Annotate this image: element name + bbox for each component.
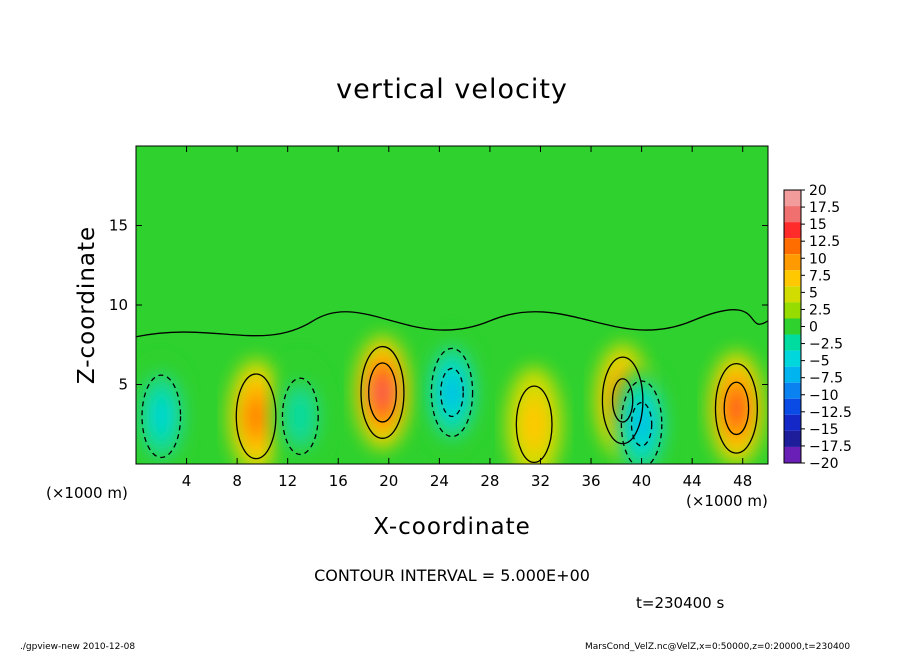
colorbar-swatch [784, 414, 801, 431]
colorbar-label: 12.5 [809, 234, 840, 250]
heatmap-feature [506, 367, 562, 464]
colorbar-label: 10 [809, 251, 827, 267]
chart-title: vertical velocity [336, 74, 568, 105]
heatmap-feature [272, 359, 329, 464]
x-tick-label: 36 [581, 472, 600, 490]
colorbar-swatch [784, 318, 801, 335]
contour-line [611, 378, 634, 423]
zero-contour [136, 309, 768, 338]
colorbar-swatch [784, 254, 801, 271]
contour-line [630, 401, 653, 447]
colorbar-swatch [784, 222, 801, 239]
colorbar-label: −10 [809, 388, 839, 404]
colorbar-label: 7.5 [809, 268, 831, 284]
colorbar-label: −7.5 [809, 371, 843, 387]
colorbar-swatch [784, 286, 801, 303]
contour-line [601, 356, 644, 445]
contour-line [141, 374, 182, 459]
x-unit-label-right: (×1000 m) [686, 492, 768, 510]
contour-line [515, 385, 553, 464]
x-tick-label: 28 [480, 472, 499, 490]
colorbar-swatch [784, 270, 801, 287]
contour-line [235, 373, 277, 460]
colorbar-swatch [784, 398, 801, 415]
colorbar-label: 5 [809, 285, 818, 301]
x-tick-label: 24 [430, 472, 449, 490]
y-axis-label: Z-coordinate [74, 226, 100, 384]
x-tick-label: 40 [632, 472, 651, 490]
colorbar-label: 2.5 [809, 302, 831, 318]
x-tick-label: 32 [531, 472, 550, 490]
colorbar-swatch [784, 366, 801, 383]
colorbar-label: −12.5 [809, 405, 852, 421]
contour-interval-text: CONTOUR INTERVAL = 5.000E+00 [314, 566, 590, 585]
x-tick-label: 48 [733, 472, 752, 490]
colorbar-label: −20 [809, 456, 839, 472]
contour-line [368, 362, 397, 423]
contour-line [281, 377, 319, 456]
colorbar-label: 15 [809, 217, 827, 233]
colorbar-label: −2.5 [809, 337, 843, 353]
colorbar-swatch [784, 446, 801, 463]
y-tick-label: 5 [118, 376, 128, 394]
contour-line [360, 345, 405, 439]
footer-right: MarsCond_VelZ.nc@VelZ,x=0:50000,z=0:2000… [585, 642, 851, 652]
contour-line [620, 380, 663, 464]
colorbar-swatch [784, 238, 801, 255]
x-tick-label: 16 [329, 472, 348, 490]
x-tick-label: 4 [182, 472, 192, 490]
contour-line [430, 347, 474, 438]
colorbar-label: −15 [809, 422, 839, 438]
x-tick-label: 8 [232, 472, 242, 490]
colorbar-label: −5 [809, 354, 830, 370]
footer-left: ./gpview-new 2010-12-08 [20, 642, 136, 652]
colorbar-swatch [784, 350, 801, 367]
x-tick-label: 44 [683, 472, 702, 490]
time-stamp: t=230400 s [636, 594, 725, 612]
contour-line [440, 367, 464, 418]
x-tick-label: 20 [379, 472, 398, 490]
x-unit-label-left: (×1000 m) [46, 484, 128, 502]
y-tick-label: 15 [109, 217, 128, 235]
heatmap-feature [708, 351, 765, 464]
colorbar-swatch [784, 302, 801, 319]
heatmap-feature [424, 335, 480, 450]
colorbar-swatch [784, 190, 801, 207]
colorbar-label: 20 [809, 183, 827, 199]
heatmap-feature [354, 335, 411, 450]
colorbar-swatch [784, 382, 801, 399]
x-axis-label: X-coordinate [373, 514, 531, 540]
colorbar-label: −17.5 [809, 439, 852, 455]
colorbar-label: 0 [809, 320, 818, 336]
x-tick-label: 12 [278, 472, 297, 490]
contour-line [723, 381, 750, 436]
y-tick-label: 10 [109, 296, 128, 314]
colorbar-label: 17.5 [809, 200, 840, 216]
colorbar-swatch [784, 334, 801, 351]
colorbar-swatch [784, 430, 801, 447]
contour-line [714, 362, 758, 454]
colorbar-swatch [784, 206, 801, 223]
